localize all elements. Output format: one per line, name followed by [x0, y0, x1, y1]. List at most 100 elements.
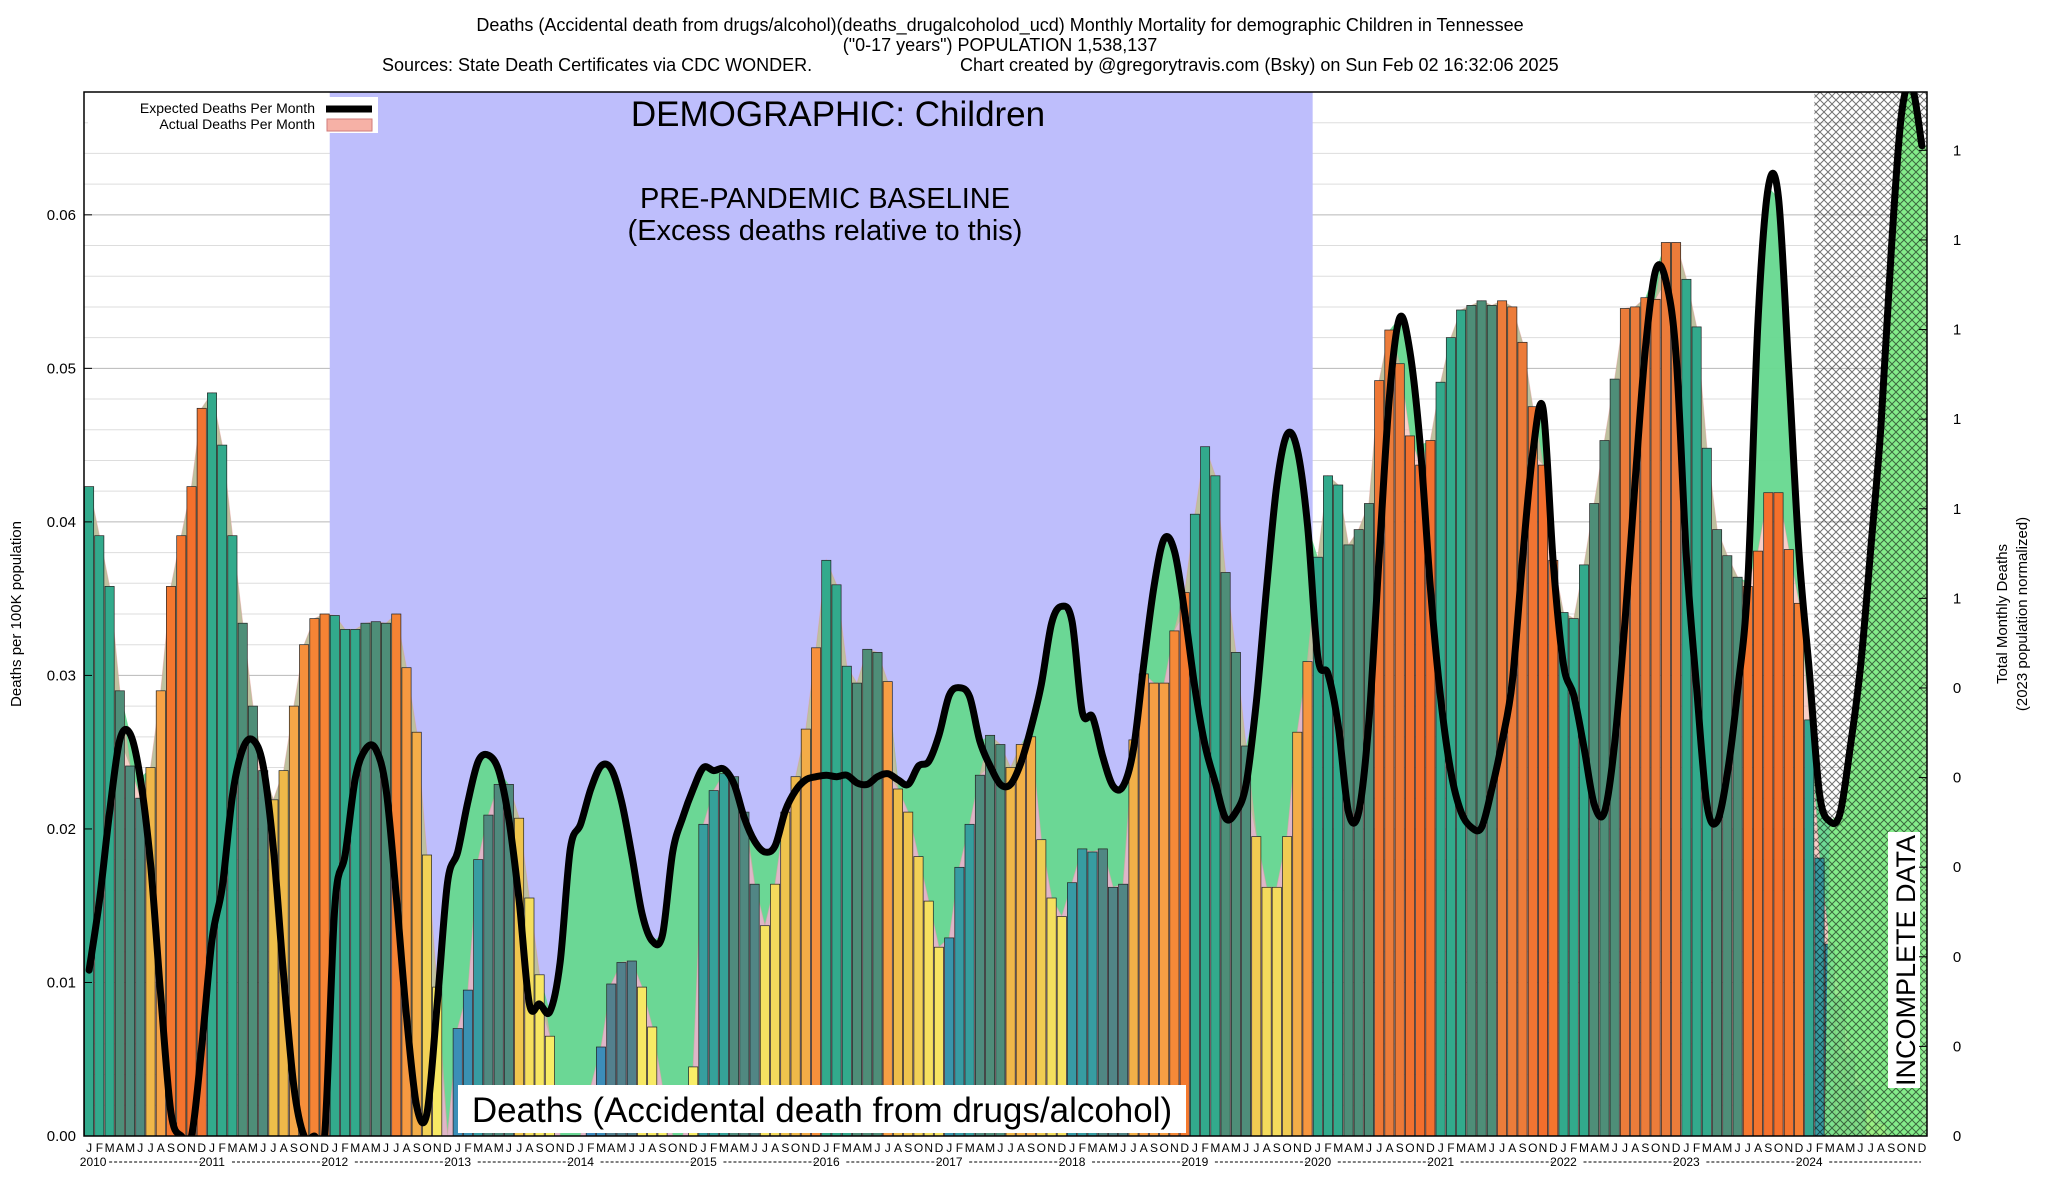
- actual-bar: [1619, 308, 1630, 1136]
- x-month-label: S: [781, 1141, 789, 1155]
- x-month-label: A: [1017, 1141, 1025, 1155]
- x-month-label: J: [270, 1141, 276, 1155]
- actual-bar: [995, 744, 1006, 1136]
- actual-bar: [1312, 556, 1323, 1136]
- x-month-label: D: [1426, 1141, 1435, 1155]
- actual-bar: [1466, 305, 1477, 1136]
- x-month-label: J: [1008, 1141, 1014, 1155]
- x-year-label: 2019: [1182, 1155, 1209, 1169]
- actual-bar: [1148, 682, 1159, 1136]
- x-month-label: M: [1231, 1141, 1241, 1155]
- actual-bar: [1036, 839, 1047, 1136]
- x-month-label: A: [976, 1141, 984, 1155]
- x-month-label: F: [96, 1141, 103, 1155]
- x-year-label: 2024: [1796, 1155, 1823, 1169]
- x-month-label: D: [935, 1141, 944, 1155]
- actual-bar: [1384, 329, 1395, 1136]
- actual-bar: [872, 652, 883, 1136]
- actual-bar: [944, 937, 955, 1136]
- x-month-label: A: [1590, 1141, 1598, 1155]
- x-month-label: J: [383, 1141, 389, 1155]
- x-month-label: J: [1120, 1141, 1126, 1155]
- actual-bar: [1251, 836, 1262, 1136]
- x-month-label: J: [1561, 1141, 1567, 1155]
- x-month-label: D: [812, 1141, 821, 1155]
- x-month-label: O: [1282, 1141, 1291, 1155]
- actual-bar: [893, 788, 903, 1136]
- x-month-label: J: [1438, 1141, 1444, 1155]
- x-month-label: N: [679, 1141, 688, 1155]
- actual-bar: [1415, 464, 1426, 1136]
- x-month-label: S: [1764, 1141, 1772, 1155]
- y2-tick-label: 0: [1953, 680, 1961, 697]
- actual-bar: [1660, 242, 1671, 1136]
- actual-bar: [933, 946, 944, 1136]
- actual-bar: [299, 644, 310, 1136]
- x-month-label: S: [413, 1141, 421, 1155]
- x-month-label: S: [1027, 1141, 1035, 1155]
- x-month-label: D: [1795, 1141, 1804, 1155]
- x-month-label: A: [402, 1141, 410, 1155]
- x-month-label: J: [1069, 1141, 1075, 1155]
- x-month-label: D: [1549, 1141, 1558, 1155]
- x-year-label: 2018: [1059, 1155, 1086, 1169]
- actual-bar: [1015, 744, 1026, 1136]
- actual-bar: [503, 784, 514, 1136]
- actual-bar: [1200, 446, 1211, 1136]
- x-month-label: J: [1612, 1141, 1618, 1155]
- x-month-label: J: [1192, 1141, 1198, 1155]
- actual-bar: [1241, 745, 1252, 1136]
- baseline-sublabel: (Excess deaths relative to this): [628, 215, 1023, 247]
- x-month-label: F: [1079, 1141, 1086, 1155]
- y-tick-label: 0.06: [47, 207, 76, 224]
- actual-bar: [247, 705, 258, 1136]
- x-month-label: A: [771, 1141, 779, 1155]
- y-tick-label: 0.00: [47, 1128, 76, 1145]
- actual-bar: [1681, 278, 1692, 1136]
- x-month-label: A: [1140, 1141, 1148, 1155]
- x-month-label: M: [1579, 1141, 1589, 1155]
- actual-bar: [1169, 630, 1180, 1136]
- x-month-label: J: [393, 1141, 399, 1155]
- y2-tick-label: 0: [1953, 1128, 1961, 1145]
- x-month-label: O: [1160, 1141, 1169, 1155]
- x-year-label: 2016: [813, 1155, 840, 1169]
- x-month-label: A: [1836, 1141, 1844, 1155]
- x-year-label: 2014: [567, 1155, 594, 1169]
- x-month-label: S: [1887, 1141, 1895, 1155]
- x-month-label: J: [332, 1141, 338, 1155]
- x-month-label: J: [1376, 1141, 1382, 1155]
- x-month-label: J: [1499, 1141, 1505, 1155]
- x-month-label: S: [1396, 1141, 1404, 1155]
- x-month-label: F: [1570, 1141, 1577, 1155]
- x-month-label: A: [484, 1141, 492, 1155]
- x-month-label: J: [516, 1141, 522, 1155]
- x-month-label: S: [1641, 1141, 1649, 1155]
- actual-bar: [1046, 897, 1057, 1136]
- x-month-label: N: [187, 1141, 196, 1155]
- x-month-label: M: [1477, 1141, 1487, 1155]
- actual-bar: [1783, 549, 1794, 1136]
- x-month-label: M: [862, 1141, 872, 1155]
- actual-bar: [319, 613, 330, 1136]
- x-month-label: D: [443, 1141, 452, 1155]
- x-year-label: 2013: [444, 1155, 471, 1169]
- actual-bar: [1026, 736, 1037, 1136]
- x-month-label: J: [1315, 1141, 1321, 1155]
- actual-bar: [94, 535, 105, 1136]
- x-month-label: O: [422, 1141, 431, 1155]
- x-month-label: D: [1303, 1141, 1312, 1155]
- actual-bar: [452, 1028, 463, 1136]
- x-month-label: M: [1456, 1141, 1466, 1155]
- actual-bar: [1456, 309, 1467, 1136]
- actual-bar: [309, 618, 320, 1136]
- expected-line: [85, 92, 1926, 1136]
- x-year-label: 2021: [1427, 1155, 1454, 1169]
- x-month-label: N: [1907, 1141, 1916, 1155]
- x-month-label: F: [587, 1141, 594, 1155]
- actual-bar: [626, 960, 637, 1136]
- plot-frame: [83, 91, 1928, 1137]
- actual-bar: [800, 728, 811, 1136]
- actual-bar: [1179, 592, 1190, 1136]
